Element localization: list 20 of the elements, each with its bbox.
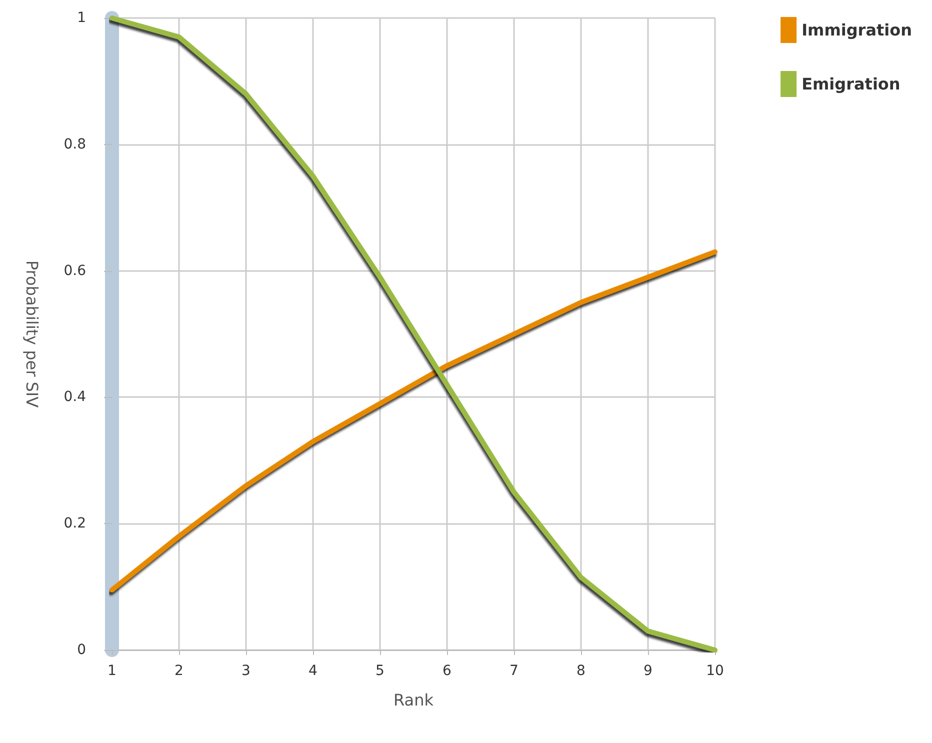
x-tick-label: 5 [376, 663, 384, 679]
x-tick-label: 7 [510, 663, 518, 679]
y-tick-label: 0.6 [64, 262, 86, 279]
x-tick-label: 9 [644, 663, 652, 679]
legend-label: Emigration [802, 74, 900, 94]
x-tick-label: 1 [108, 663, 116, 679]
x-tick-label: 6 [442, 663, 452, 679]
x-tick-label: 3 [242, 663, 250, 679]
x-tick-label: 8 [576, 663, 586, 679]
x-tick-label: 10 [706, 663, 724, 679]
y-axis-title: Probability per SIV [22, 260, 42, 408]
y-tick-label: 1 [77, 10, 86, 26]
x-tick-label: 4 [308, 663, 318, 679]
legend-label: Immigration [802, 20, 912, 40]
y-tick-label: 0 [77, 642, 86, 658]
x-tick-label: 2 [174, 663, 184, 679]
y-tick-label: 0.8 [64, 136, 86, 152]
y-tick-label: 0.2 [64, 516, 86, 532]
x-axis-title: Rank [394, 690, 434, 710]
y-tick-label: 0.4 [64, 389, 86, 406]
